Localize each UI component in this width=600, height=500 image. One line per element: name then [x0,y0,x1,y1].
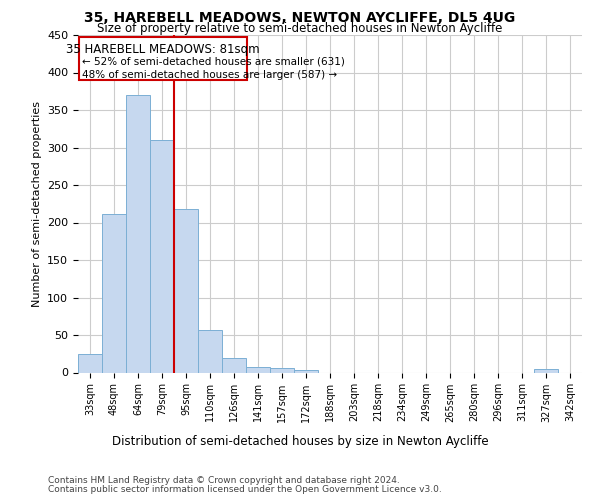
Y-axis label: Number of semi-detached properties: Number of semi-detached properties [32,101,41,306]
FancyBboxPatch shape [79,36,247,80]
Text: 35, HAREBELL MEADOWS, NEWTON AYCLIFFE, DL5 4UG: 35, HAREBELL MEADOWS, NEWTON AYCLIFFE, D… [85,11,515,25]
Bar [198,330,222,372]
Bar [102,214,126,372]
Text: 35 HAREBELL MEADOWS: 81sqm: 35 HAREBELL MEADOWS: 81sqm [67,42,260,56]
Text: 48% of semi-detached houses are larger (587) →: 48% of semi-detached houses are larger (… [82,70,337,80]
Bar [174,209,198,372]
Bar [534,369,558,372]
Bar [294,370,318,372]
Text: Distribution of semi-detached houses by size in Newton Aycliffe: Distribution of semi-detached houses by … [112,435,488,448]
Bar [150,140,174,372]
Bar [78,354,102,372]
Bar [270,368,294,372]
Bar [126,95,150,372]
Text: Contains public sector information licensed under the Open Government Licence v3: Contains public sector information licen… [48,485,442,494]
Text: Contains HM Land Registry data © Crown copyright and database right 2024.: Contains HM Land Registry data © Crown c… [48,476,400,485]
Text: ← 52% of semi-detached houses are smaller (631): ← 52% of semi-detached houses are smalle… [82,56,344,66]
Bar [246,366,270,372]
Text: Size of property relative to semi-detached houses in Newton Aycliffe: Size of property relative to semi-detach… [97,22,503,35]
Bar [222,358,246,372]
